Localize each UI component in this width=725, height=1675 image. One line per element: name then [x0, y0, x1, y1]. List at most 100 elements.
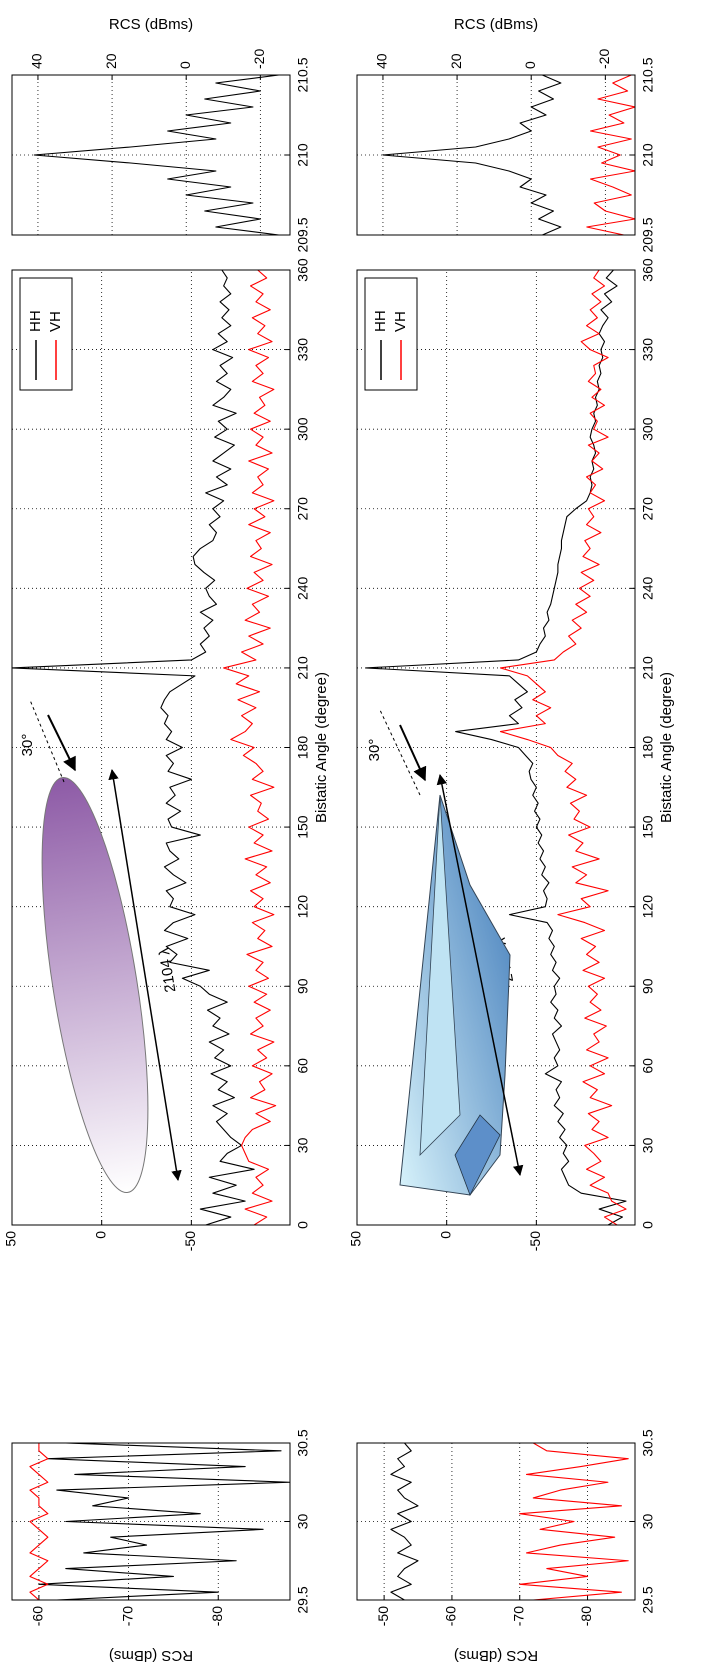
- x-tick-label: 210.5: [295, 57, 311, 92]
- series-line: [390, 1443, 419, 1600]
- y-tick-label: -80: [209, 1606, 225, 1626]
- legend-label: HH: [372, 310, 389, 332]
- y-axis-label: RCS (dBms): [109, 16, 193, 33]
- x-tick-label: 30: [640, 1137, 656, 1153]
- y-tick-label: -60: [30, 1606, 46, 1626]
- series-line: [382, 75, 562, 235]
- series-line: [223, 270, 277, 1225]
- legend-label: VH: [47, 311, 64, 332]
- series-line: [519, 1443, 629, 1600]
- x-tick-label: 180: [295, 736, 311, 760]
- x-tick-label: 209.5: [295, 217, 311, 252]
- chart-panel: 29.5 30 30.5 -50 -60 -70 -80 RCS (dBms): [356, 1429, 656, 1664]
- x-tick-label: 150: [640, 815, 656, 839]
- x-tick-label: 0: [295, 1221, 311, 1229]
- x-tick-label: 120: [295, 895, 311, 919]
- x-tick-label: 150: [295, 815, 311, 839]
- x-tick-label: 30: [295, 1137, 311, 1153]
- chart-panel: 29.5 30 30.5 -60 -70 -80 RCS (dBms): [11, 1429, 311, 1664]
- annotation: 30°: [366, 739, 383, 762]
- aircraft-illustration: [379, 709, 524, 1196]
- legend-box: [364, 277, 418, 391]
- y-tick-label: 40: [29, 53, 45, 69]
- chart-panel: 209.5 210 210.5 40 20 0 -20 RCS (dBms): [11, 16, 311, 253]
- y-axis-label: RCS (dBms): [454, 1647, 538, 1664]
- y-tick-label: 0: [177, 61, 193, 69]
- x-tick-label: 30: [295, 1514, 311, 1530]
- y-tick-label: -20: [251, 49, 267, 69]
- y-axis-label: RCS (dBms): [109, 1647, 193, 1664]
- x-tick-label: 90: [295, 978, 311, 994]
- y-tick-label: -80: [578, 1606, 594, 1626]
- x-tick-label: 209.5: [640, 217, 656, 252]
- y-tick-label: 50: [3, 1231, 19, 1247]
- x-tick-label: 30: [640, 1514, 656, 1530]
- x-tick-label: 300: [640, 417, 656, 441]
- y-tick-label: -60: [443, 1606, 459, 1626]
- plot-frame: [356, 1442, 636, 1601]
- y-tick-label: -20: [596, 49, 612, 69]
- series-line: [12, 270, 255, 1225]
- series-line: [499, 270, 627, 1225]
- legend-label: VH: [392, 311, 409, 332]
- x-tick-label: 270: [640, 497, 656, 521]
- series-line: [365, 270, 627, 1225]
- y-tick-label: -70: [119, 1606, 135, 1626]
- x-tick-label: 90: [640, 978, 656, 994]
- series-line: [586, 75, 635, 235]
- x-tick-label: 240: [295, 576, 311, 600]
- x-tick-label: 180: [640, 736, 656, 760]
- y-tick-label: -50: [527, 1231, 543, 1251]
- x-tick-label: 60: [640, 1058, 656, 1074]
- series-line: [33, 75, 279, 235]
- y-tick-label: 40: [374, 53, 390, 69]
- y-tick-label: -50: [182, 1231, 198, 1251]
- series-line: [29, 1443, 49, 1600]
- x-tick-label: 360: [640, 258, 656, 282]
- x-tick-label: 0: [640, 1221, 656, 1229]
- x-axis-label: Bistatic Angle (degree): [658, 672, 675, 823]
- x-tick-label: 60: [295, 1058, 311, 1074]
- x-tick-label: 300: [295, 417, 311, 441]
- x-tick-label: 210.5: [640, 57, 656, 92]
- y-tick-label: 50: [348, 1231, 364, 1247]
- x-tick-label: 210: [295, 143, 311, 167]
- annotation: 30°: [19, 734, 36, 757]
- chart-panel: 0 30 60 90 120 150 180 210 240 270 300 330 360 50 0 -50…: [3, 258, 330, 1251]
- x-tick-label: 240: [640, 576, 656, 600]
- plot-frame: [11, 1442, 291, 1601]
- plot-frame: [356, 74, 636, 236]
- ellipsoid-illustration: [29, 699, 182, 1194]
- x-tick-label: 360: [295, 258, 311, 282]
- plot-frame: [11, 74, 291, 236]
- x-tick-label: 30.5: [640, 1429, 656, 1456]
- y-tick-label: 0: [437, 1231, 453, 1239]
- y-tick-label: 20: [103, 53, 119, 69]
- x-tick-label: 210: [295, 656, 311, 680]
- plot-frame: [356, 269, 636, 1226]
- legend-label: HH: [27, 310, 44, 332]
- x-tick-label: 330: [640, 338, 656, 362]
- x-axis-label: Bistatic Angle (degree): [313, 672, 330, 823]
- x-tick-label: 30.5: [295, 1429, 311, 1456]
- chart-panel: 0 30 60 90 120 150 180 210 240 270 300 330 360 50 0 -50…: [348, 258, 675, 1251]
- y-tick-label: -70: [510, 1606, 526, 1626]
- x-tick-label: 210: [640, 143, 656, 167]
- y-tick-label: 0: [92, 1231, 108, 1239]
- y-tick-label: 20: [448, 53, 464, 69]
- y-axis-label: RCS (dBms): [454, 16, 538, 33]
- x-tick-label: 210: [640, 656, 656, 680]
- legend-box: [19, 277, 73, 391]
- chart-panel: 209.5 210 210.5 40 20 0 -20 RCS (dBms): [356, 16, 656, 253]
- x-tick-label: 270: [295, 497, 311, 521]
- plot-frame: [11, 269, 291, 1226]
- x-tick-label: 29.5: [640, 1586, 656, 1613]
- x-tick-label: 29.5: [295, 1586, 311, 1613]
- y-tick-label: -50: [375, 1606, 391, 1626]
- x-tick-label: 330: [295, 338, 311, 362]
- x-tick-label: 120: [640, 895, 656, 919]
- y-tick-label: 0: [522, 61, 538, 69]
